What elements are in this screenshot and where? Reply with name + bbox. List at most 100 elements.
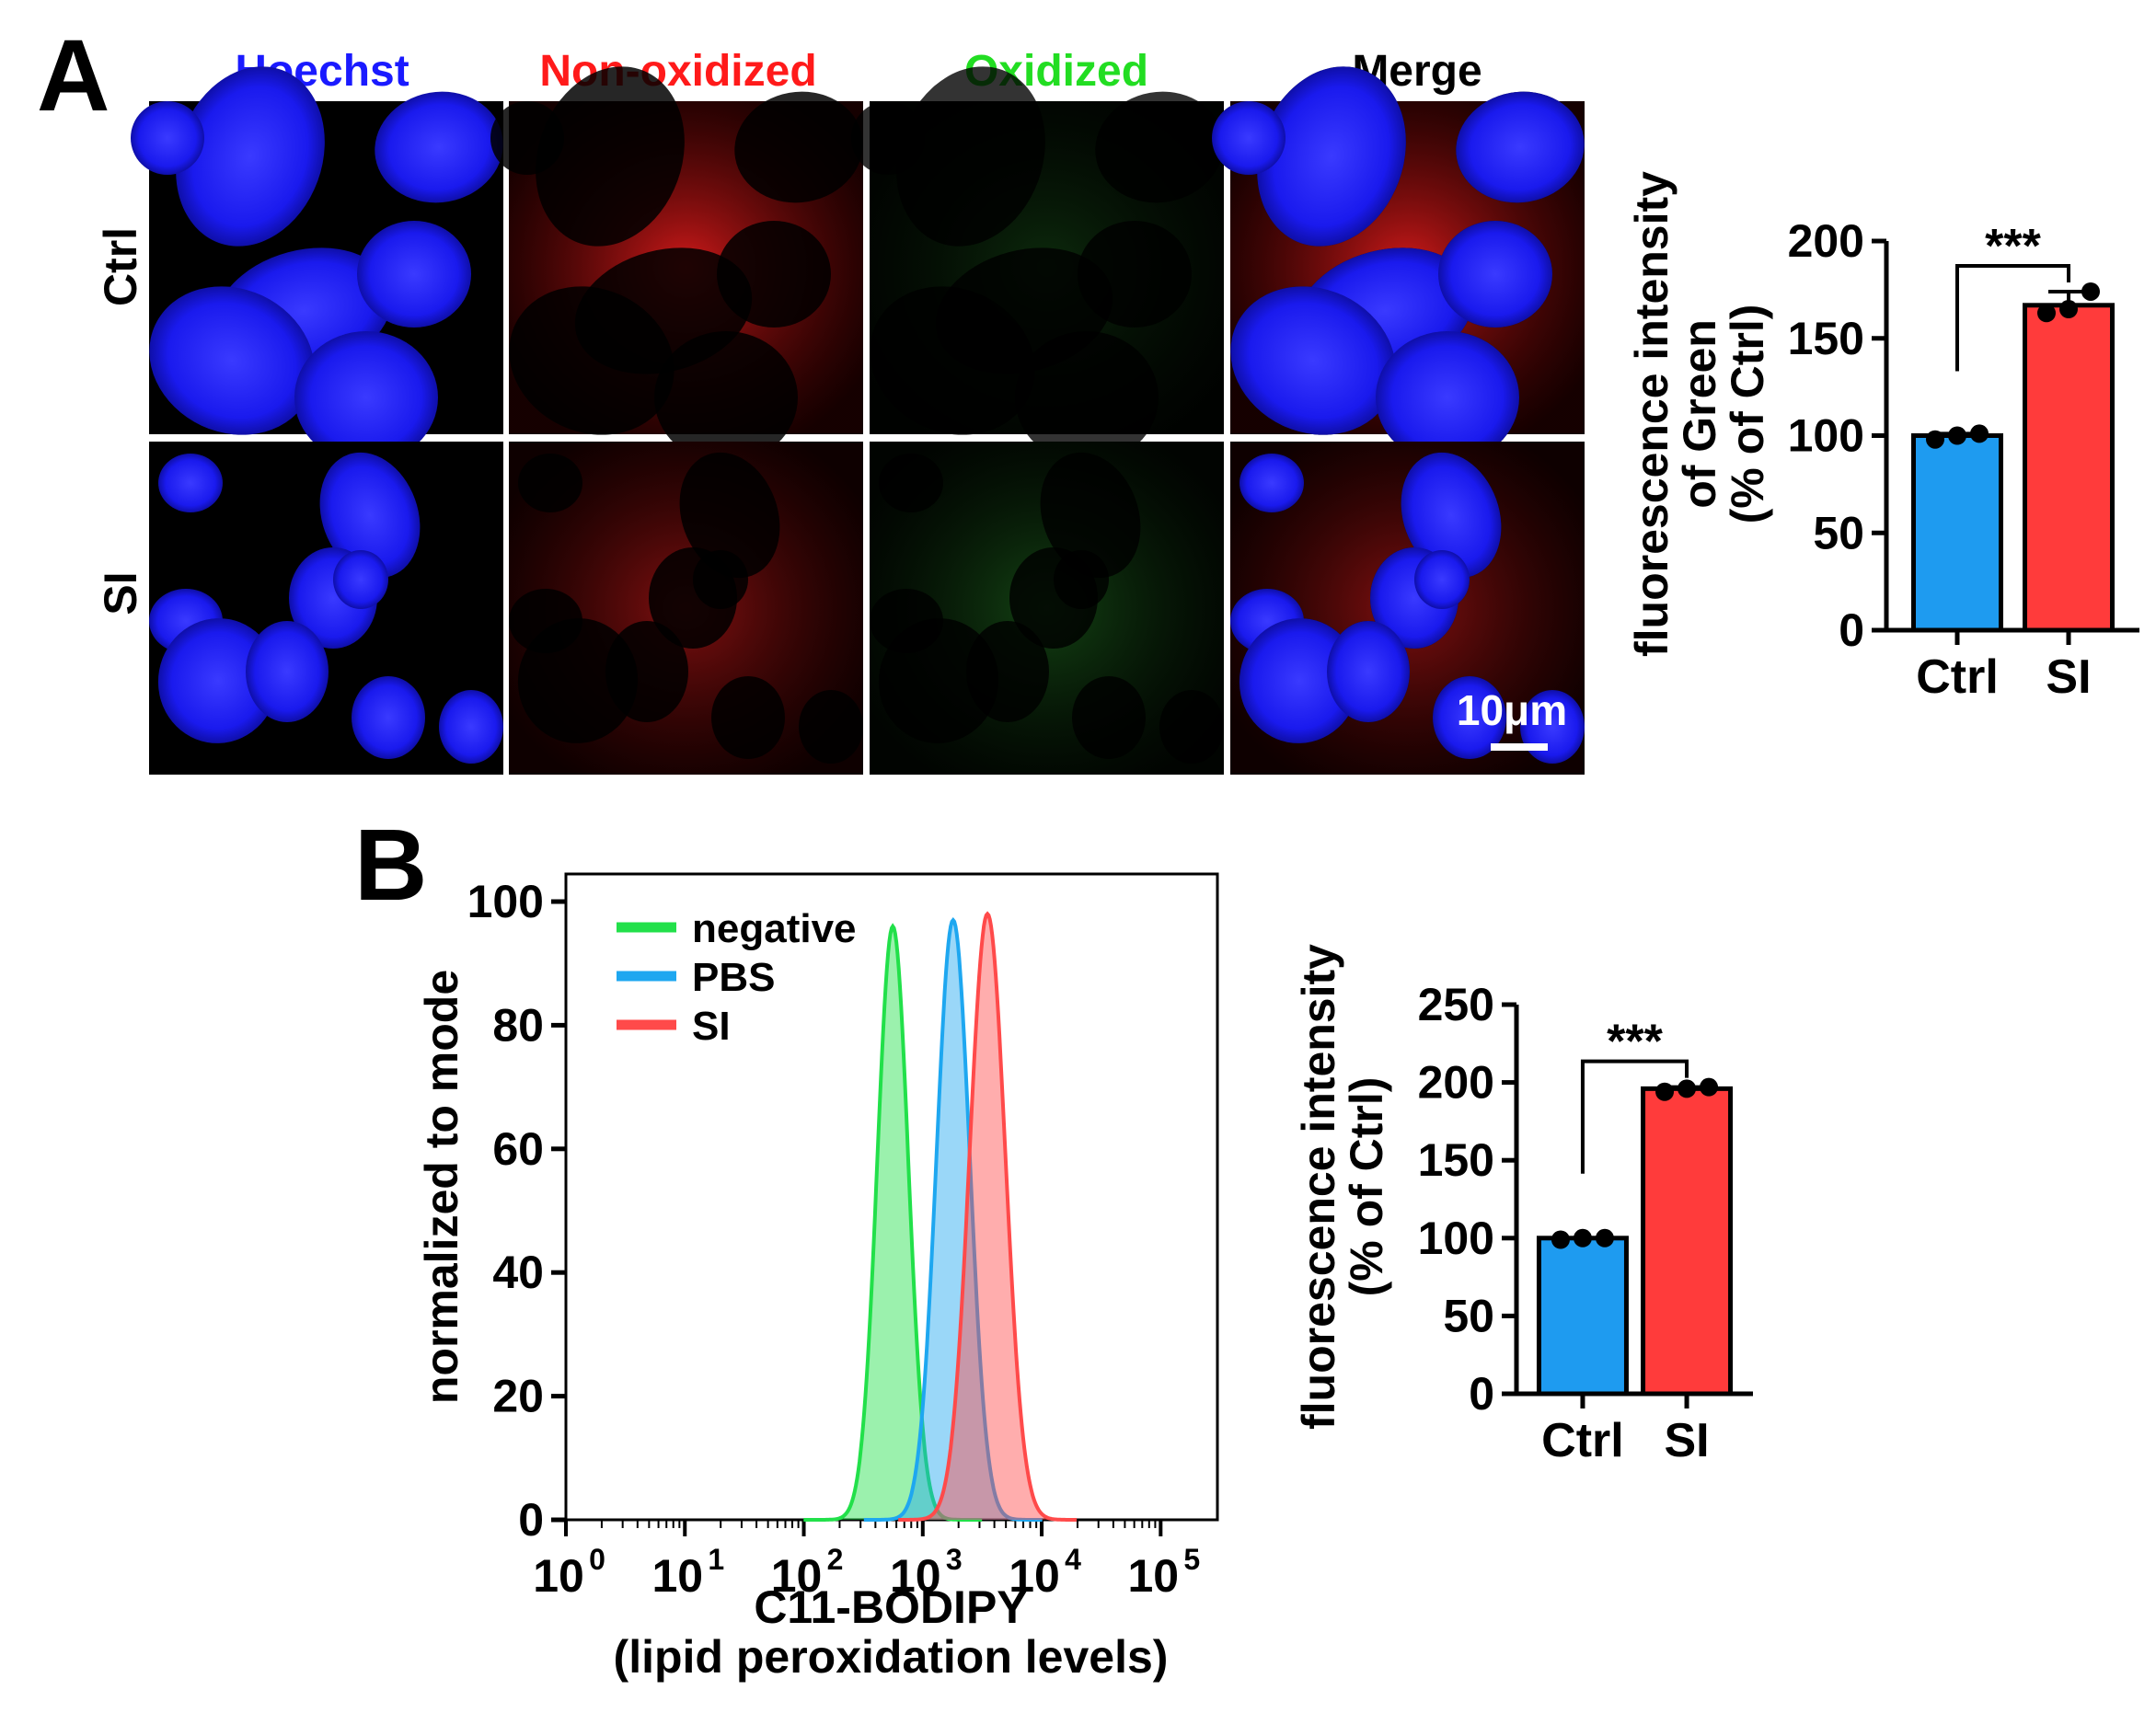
bar-si (1641, 1086, 1734, 1397)
histogram-line-negative (803, 923, 983, 1522)
y-tick-label: 100 (1418, 1213, 1494, 1264)
nucleus (246, 621, 329, 722)
x-tick-label: 10 (1009, 1550, 1060, 1602)
nucleus-shadow (734, 91, 863, 203)
data-point (1595, 1228, 1614, 1247)
y-tick-label: 0 (1839, 604, 1864, 656)
significance-bracket (1955, 263, 2070, 372)
y-tick-label: 60 (492, 1123, 544, 1175)
x-tick-label-ctrl: Ctrl (1916, 650, 1999, 704)
nucleus (357, 221, 471, 328)
y-tick-label: 250 (1418, 979, 1494, 1030)
micrograph-tile (870, 442, 1224, 775)
y-tick-label: 200 (1788, 215, 1864, 267)
y-axis-label-line: fluorescence intensity (1626, 171, 1678, 657)
y-axis-label-line: (% of Ctrl) (1341, 1077, 1392, 1297)
bar-ctrl (1911, 433, 2003, 633)
nucleus (333, 550, 388, 609)
histogram-line-pbs (863, 917, 1043, 1522)
x-axis-label-line: C11-BODIPY (754, 1581, 1027, 1633)
nucleus-shadow (878, 618, 999, 743)
nucleus (1239, 454, 1304, 512)
nucleus (352, 676, 425, 759)
legend-label-negative: negative (692, 906, 857, 951)
y-tick-label: 40 (492, 1247, 544, 1298)
data-point (1970, 424, 1989, 443)
y-tick-label: 20 (492, 1371, 544, 1422)
scale-bar-label: 10μm (1457, 686, 1567, 734)
nucleus (157, 618, 279, 743)
panel-a-letter: A (37, 19, 110, 132)
data-point (1700, 1077, 1719, 1097)
histogram-area-negative (803, 925, 983, 1520)
y-tick-label: 100 (1788, 410, 1864, 462)
x-tick-label-ctrl: Ctrl (1541, 1414, 1624, 1467)
nucleus (1433, 676, 1506, 759)
nucleus-shadow (1159, 690, 1224, 764)
significance-bracket (1580, 1059, 1689, 1174)
y-tick-label: 50 (1813, 507, 1864, 558)
nucleus-shadow (509, 286, 674, 435)
x-tick-exponent: 5 (1183, 1543, 1200, 1576)
bar-si (2023, 303, 2115, 633)
nucleus-shadow (870, 286, 1035, 435)
x-tick-exponent: 4 (1065, 1543, 1081, 1576)
micrograph-tile (149, 442, 503, 775)
y-tick-label: 200 (1418, 1057, 1494, 1109)
row-label-ctrl: Ctrl (95, 227, 146, 306)
x-tick-label: 10 (533, 1550, 584, 1602)
nucleus-shadow (536, 66, 685, 247)
y-axis-label-line: fluorescence intensity (1293, 944, 1344, 1430)
micrograph-tile (131, 66, 503, 464)
y-tick-label: 150 (1788, 313, 1864, 364)
nucleus-shadow (896, 66, 1045, 247)
nucleus-shadow (1078, 221, 1192, 328)
x-tick-label-si: SI (2046, 650, 2091, 704)
nucleus-shadow (1072, 676, 1146, 759)
nucleus (1456, 91, 1585, 203)
x-tick-label: 10 (771, 1550, 823, 1602)
micrograph-tile (1212, 66, 1585, 464)
y-tick-label: 80 (492, 999, 544, 1051)
nucleus (1257, 66, 1406, 247)
nucleus-shadow (851, 101, 925, 175)
x-tick-label: 10 (890, 1550, 941, 1602)
significance-stars: *** (1985, 220, 2041, 273)
nucleus (439, 690, 503, 764)
legend-label-pbs: PBS (692, 955, 775, 1000)
y-axis-label-line: (% of Ctrl) (1722, 305, 1773, 524)
x-tick-exponent: 1 (708, 1543, 724, 1576)
nucleus (319, 452, 421, 579)
nucleus-shadow (799, 690, 863, 764)
micrograph-tile (509, 442, 863, 775)
histogram-line-si (898, 911, 1078, 1522)
micrograph-tile (851, 66, 1224, 464)
nucleus (131, 101, 204, 175)
nucleus (1230, 286, 1396, 435)
y-tick-label: 0 (1469, 1368, 1494, 1420)
nucleus (1327, 621, 1410, 722)
nucleus-shadow (517, 618, 639, 743)
nucleus-shadow (679, 452, 780, 579)
nucleus (375, 91, 503, 203)
nucleus-shadow (1095, 91, 1224, 203)
bar-ctrl (1536, 1236, 1629, 1397)
histogram-area-si (898, 914, 1078, 1520)
panel-b-bar-chart: 0 50 100 150 200 250 Ctrl SI *** fluorescence int… (1293, 944, 1753, 1467)
nucleus (1212, 101, 1286, 175)
nucleus (1438, 221, 1552, 328)
y-axis-label: normalized to mode (416, 970, 467, 1404)
nucleus (1414, 550, 1470, 609)
nucleus-shadow (1015, 331, 1159, 464)
x-tick-label: 10 (651, 1550, 703, 1602)
y-tick-label: 150 (1418, 1134, 1494, 1186)
histogram-area-pbs (863, 920, 1043, 1520)
nucleus-shadow (605, 621, 688, 722)
data-point (1573, 1228, 1592, 1247)
nucleus-shadow (490, 101, 564, 175)
y-tick-label: 50 (1443, 1290, 1494, 1341)
nucleus-shadow (879, 454, 943, 512)
nucleus-shadow (1040, 452, 1141, 579)
micrograph-grid (131, 66, 1585, 775)
